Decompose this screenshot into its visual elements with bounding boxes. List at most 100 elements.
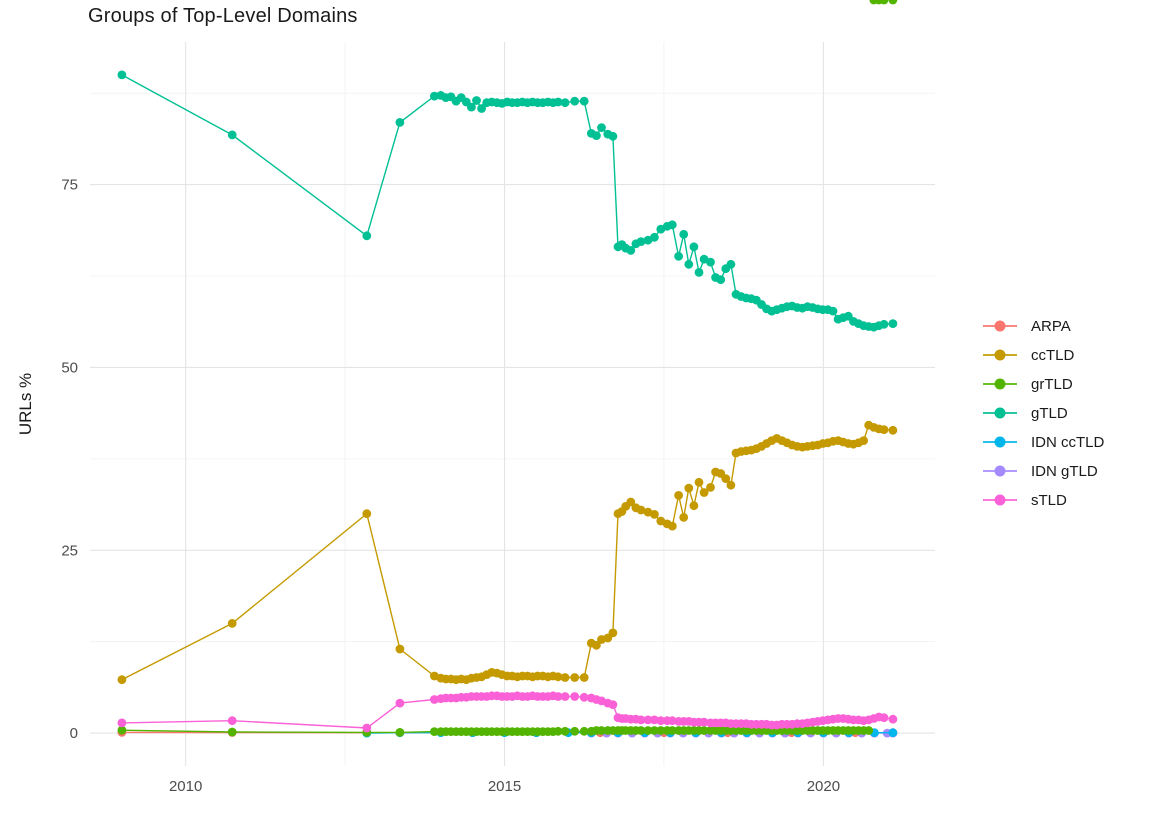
series-point-cctld [570,673,580,682]
series-point-gtld [579,96,589,106]
series-point-stld [579,692,589,702]
series-point-grtld [656,726,666,735]
series-point-gtld [888,319,898,328]
series-point-grtld [395,728,405,737]
legend-item-grtld: grTLD [983,375,1104,393]
series-point-cctld [608,628,618,638]
series-point-gtld [117,70,127,80]
legend-item-idn-gtld: IDN gTLD [983,462,1104,480]
series-point-grtld [560,726,570,736]
series-point-grtld [597,726,606,735]
series-point-stld [362,723,372,733]
series-point-cctld [706,483,715,492]
legend-item-idn-cctld: IDN ccTLD [983,433,1105,451]
series-point-gtld [726,259,736,269]
series-point-stld [656,716,666,726]
chart-title: Groups of Top-Level Domains [88,5,358,27]
series-point-stld [636,715,646,725]
legend-key-dot [994,349,1006,361]
series-point-gtld [395,118,405,127]
series-point-grtld [636,726,646,735]
series-point-stld [699,717,709,727]
series-point-cctld [579,673,589,682]
series-point-gtld [472,96,481,105]
x-tick-label: 2010 [169,778,202,795]
y-tick-label: 75 [61,177,78,194]
legend-key-dot [994,494,1006,506]
series-point-grtld [579,726,589,736]
legend-label: IDN gTLD [1031,462,1098,480]
y-tick-label: 0 [70,725,78,742]
legend-label: IDN ccTLD [1031,433,1105,451]
series-point-gtld [879,319,889,329]
y-tick-label: 25 [61,542,78,559]
series-point-gtld [667,220,677,230]
series-point-cctld [667,521,677,531]
series-point-grtld [879,0,889,5]
series-point-gtld [430,91,439,101]
series-point-cctld [888,425,898,435]
series-point-cctld [674,491,683,500]
series-point-gtld [650,232,659,242]
series-point-cctld [879,425,889,434]
legend-key-icon [983,407,1017,419]
series-point-idn-cctld [888,728,898,738]
series-point-cctld [650,510,659,519]
legend-label: ccTLD [1031,346,1075,364]
legend-key-dot [994,407,1006,419]
series-point-gtld [227,130,237,140]
series-point-gtld [694,268,704,277]
legend-key-dot [994,320,1006,332]
series-point-gtld [553,97,563,107]
series-point-grtld [650,726,659,735]
series-point-stld [395,698,405,708]
series-point-gtld [592,131,601,141]
legend-item-cctld: ccTLD [983,346,1104,364]
series-point-gtld [467,102,476,112]
y-tick-label: 50 [61,359,78,376]
series-point-cctld [694,477,704,487]
series-point-grtld [667,726,677,735]
series-point-stld [888,714,898,724]
series-point-stld [650,715,659,725]
series-point-cctld [721,474,731,483]
series-point-stld [570,692,580,701]
series-point-stld [643,715,653,725]
series-point-stld [608,700,618,709]
series-point-gtld [570,96,580,106]
legend-key-dot [994,436,1006,448]
series-point-grtld [430,727,439,736]
series-point-grtld [227,727,237,737]
series-point-gtld [597,123,606,132]
series-point-cctld [636,505,646,515]
legend-item-stld: sTLD [983,492,1104,509]
series-point-stld [227,716,237,726]
series-point-cctld [726,480,736,490]
series-point-grtld [864,726,874,735]
series-point-gtld [626,246,636,255]
series-point-stld [117,718,127,728]
series-point-grtld [643,726,653,735]
series-line-gtld [121,74,893,328]
series-point-grtld [888,0,898,5]
legend-key-icon [983,494,1017,506]
series-point-cctld [679,513,689,522]
series-point-gtld [689,242,699,252]
legend: ARPA ccTLD grTLD gTLD IDN ccTLD IDN gTLD sTLD [983,318,1105,509]
series-point-cctld [395,644,405,654]
series-point-gtld [362,231,372,241]
series-point-cctld [362,509,372,519]
series-point-grtld [570,726,580,736]
series-point-stld [560,692,570,701]
series-point-gtld [560,98,570,108]
legend-key-dot [994,465,1006,477]
legend-key-icon [983,349,1017,361]
legend-key-icon [983,320,1017,332]
legend-label: gTLD [1031,404,1068,422]
series-point-cctld [859,436,868,445]
series-point-cctld [689,501,699,511]
legend-label: grTLD [1031,375,1073,393]
series-point-cctld [699,488,709,497]
